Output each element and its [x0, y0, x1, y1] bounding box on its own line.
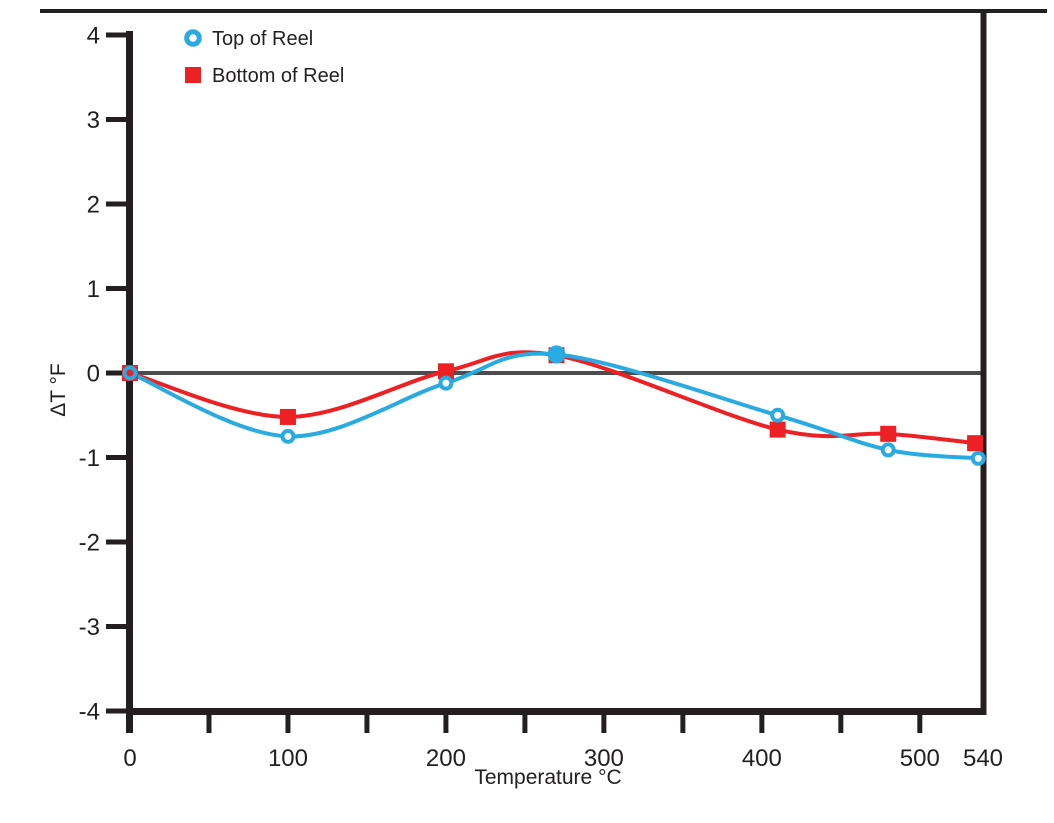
y-axis: 4 3 2 1 0 -1 -2 -3 -4 ΔT °F: [47, 23, 133, 733]
y-tick-label: -2: [79, 530, 100, 557]
y-tick-label: -4: [79, 699, 100, 726]
x-tick-label: 300: [584, 745, 624, 772]
legend-label-top-of-reel: Top of Reel: [212, 28, 313, 50]
legend-item-bottom-of-reel: Bottom of Reel: [185, 65, 344, 87]
x-tick-label: 0: [123, 745, 136, 772]
marker-square-bottom-of-reel: [279, 408, 296, 425]
x-axis-title: Temperature °C: [474, 766, 621, 789]
marker-filled-circle-top-of-reel: [547, 345, 566, 364]
marker-open-circle-top-of-reel: [880, 442, 896, 458]
y-tick-label: 3: [87, 107, 100, 134]
y-tick-label: 1: [87, 276, 100, 303]
y-tick-label: 0: [87, 361, 100, 388]
y-axis-title: ΔT °F: [47, 363, 70, 417]
marker-square-bottom-of-reel: [769, 421, 786, 438]
legend-label-bottom-of-reel: Bottom of Reel: [212, 65, 344, 87]
series-line-top-of-reel: [128, 351, 981, 461]
legend: Top of Reel Bottom of Reel: [184, 28, 344, 87]
y-tick-label: 4: [87, 23, 100, 50]
y-tick-label: 2: [87, 192, 100, 219]
y-tick-label: -3: [79, 614, 100, 641]
x-axis-ticks: 0 100 200 300 400 500 540: [123, 711, 1003, 772]
y-axis-ticks: 4 3 2 1 0 -1 -2 -3 -4: [79, 23, 129, 726]
marker-square-bottom-of-reel: [880, 425, 897, 442]
legend-item-top-of-reel: Top of Reel: [184, 28, 313, 50]
x-axis: 0 100 200 300 400 500 540 Temperature °C: [123, 708, 1003, 789]
x-tick-label: 500: [900, 745, 940, 772]
marker-open-circle-top-of-reel: [438, 375, 454, 391]
marker-open-circle-top-of-reel: [122, 365, 138, 381]
x-tick-label: 200: [426, 745, 466, 772]
x-tick-label: 100: [268, 745, 308, 772]
bottom-of-reel-square-icon: [185, 67, 201, 83]
x-tick-label: 400: [742, 745, 782, 772]
marker-square-bottom-of-reel: [967, 435, 984, 452]
series-layer: [122, 345, 986, 466]
marker-open-circle-top-of-reel: [280, 428, 296, 444]
marker-square-bottom-of-reel: [437, 363, 454, 380]
marker-open-circle-top-of-reel: [770, 407, 786, 423]
top-of-reel-circle-icon: [184, 29, 202, 47]
x-tick-label: 540: [963, 745, 1003, 772]
marker-open-circle-top-of-reel: [970, 450, 986, 466]
plot-frame: [40, 9, 1047, 715]
y-tick-label: -1: [79, 445, 100, 472]
